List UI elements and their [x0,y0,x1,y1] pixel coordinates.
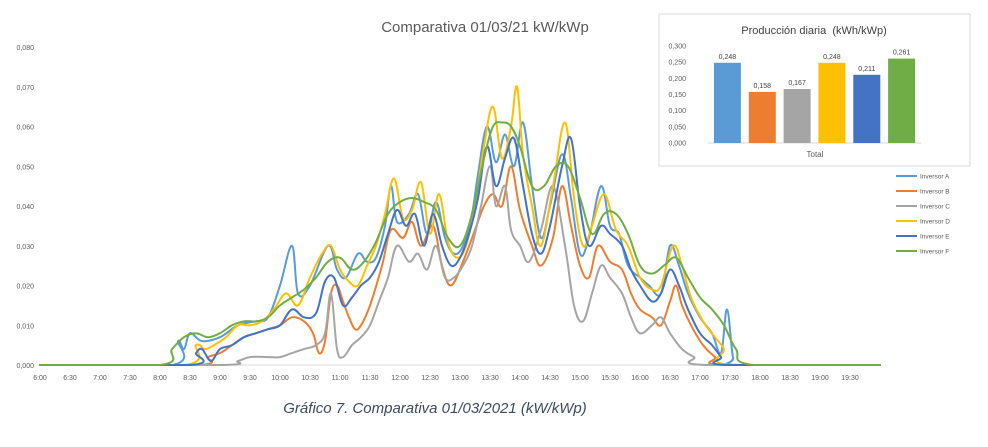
bar-y-tick-label: 0,250 [668,60,686,67]
line-chart-title: Comparativa 01/03/21 kW/kWp [381,19,589,36]
line-x-tick-label: 14:30 [541,375,559,382]
legend-label: Inversor C [920,204,950,211]
line-x-tick-label: 15:00 [571,375,589,382]
bar-value-label: 0,158 [754,83,772,90]
line-y-tick-label: 0,080 [16,45,34,52]
series-line-inversor-c [39,165,881,367]
bar-inversor-b [748,91,776,143]
bar-inversor-a [713,62,741,143]
line-x-tick-label: 18:30 [781,375,799,382]
line-x-tick-label: 19:30 [841,375,859,382]
line-x-tick-label: 8:00 [153,375,167,382]
series-line-inversor-e [39,135,881,367]
line-x-tick-label: 18:00 [751,375,769,382]
bar-y-tick-label: 0,300 [668,44,686,51]
line-x-tick-label: 17:00 [691,375,709,382]
line-y-tick-label: 0,060 [16,125,34,132]
line-x-tick-label: 9:30 [243,375,257,382]
line-y-tick-label: 0,070 [16,85,34,92]
bar-chart-bars: 0,248 0,158 0,167 0,248 0,211 0,261 [713,50,916,143]
legend-label: Inversor A [920,174,950,181]
line-x-tick-label: 13:30 [481,375,499,382]
line-x-tick-label: 17:30 [721,375,739,382]
line-x-tick-label: 14:00 [511,375,529,382]
bar-value-label: 0,167 [788,80,806,87]
bar-chart-axes: 0,000 0,050 0,100 0,150 0,200 0,250 0,300 [668,44,921,148]
line-y-tick-label: 0,020 [16,284,34,291]
line-chart-series [39,85,881,367]
line-x-tick-label: 10:00 [271,375,289,382]
line-y-tick-label: 0,000 [16,363,34,370]
line-x-tick-label: 10:30 [301,375,319,382]
series-line-inversor-f [39,121,881,367]
line-x-tick-label: 12:30 [421,375,439,382]
legend-label: Inversor E [920,234,950,241]
figure-caption: Gráfico 7. Comparativa 01/03/2021 (kW/kW… [283,400,587,417]
bar-chart-title: Producción diaria (kWh/kWp) [741,25,887,37]
bar-y-tick-label: 0,200 [668,76,686,83]
line-x-tick-label: 6:00 [33,375,47,382]
line-x-tick-label: 13:00 [451,375,469,382]
bar-inversor-e [853,74,881,143]
line-x-tick-label: 6:30 [63,375,77,382]
line-x-tick-label: 11:00 [332,375,349,382]
bar-value-label: 0,248 [719,54,737,61]
line-y-tick-label: 0,010 [16,323,34,330]
line-x-tick-label: 8:30 [183,375,197,382]
line-x-tick-label: 16:00 [631,375,649,382]
line-x-tick-label: 12:00 [391,375,409,382]
bar-chart-panel: Producción diaria (kWh/kWp) 0,0000,0500,… [658,13,971,167]
line-chart-axes: 0,000 0,010 0,020 0,030 0,040 0,050 0,060 0,070… [16,45,880,382]
legend-label: Inversor B [920,189,950,196]
bar-value-label: 0,248 [823,54,841,61]
bar-chart-frame [658,13,971,167]
bar-inversor-c [783,89,811,143]
line-y-tick-label: 0,040 [16,204,34,211]
line-x-tick-label: 11:30 [362,375,379,382]
line-chart-legend: Inversor A Inversor B Inversor C Inversor D… [896,174,950,256]
bar-y-tick-label: 0,150 [668,92,686,99]
line-x-tick-label: 15:30 [601,375,619,382]
line-y-tick-label: 0,050 [16,164,34,171]
bar-value-label: 0,211 [858,66,875,73]
bar-chart-xlabel: Total [807,150,824,159]
bar-inversor-f [888,58,916,143]
legend-label: Inversor D [920,219,950,226]
line-x-tick-label: 9:00 [213,375,227,382]
line-x-tick-label: 16:30 [661,375,679,382]
bar-inversor-d [818,62,846,143]
line-x-tick-label: 7:30 [123,375,137,382]
line-x-tick-label: 7:00 [93,375,107,382]
bar-y-tick-label: 0,100 [668,108,686,115]
legend-label: Inversor F [920,249,949,256]
line-x-tick-label: 19:00 [811,375,829,382]
line-y-tick-label: 0,030 [16,244,34,251]
bar-value-label: 0,261 [893,50,911,57]
series-line-inversor-b [39,165,881,367]
bar-y-tick-label: 0,050 [668,124,686,131]
bar-y-tick-label: 0,000 [668,141,686,148]
